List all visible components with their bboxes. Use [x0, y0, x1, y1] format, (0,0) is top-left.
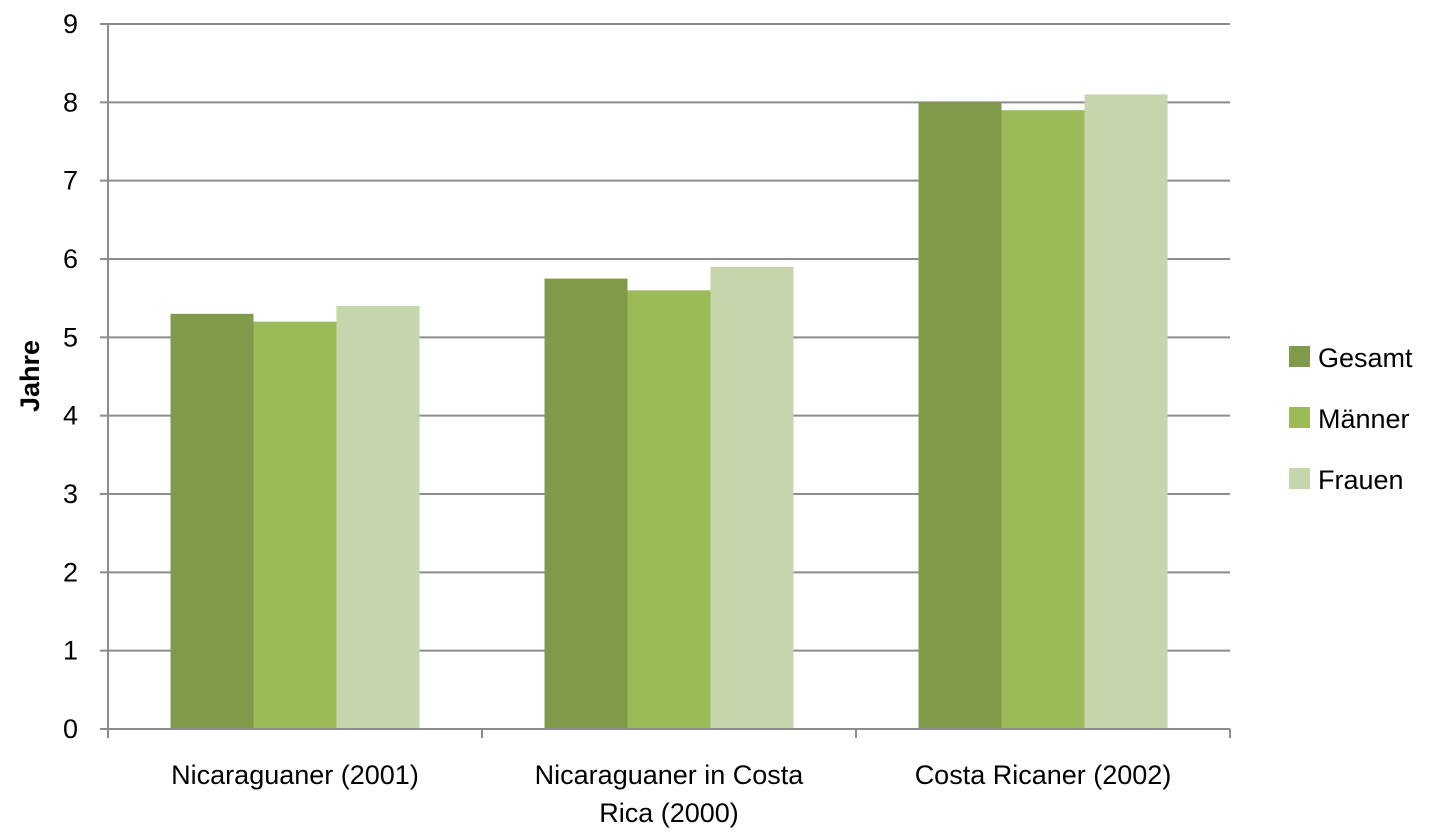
legend-swatch — [1289, 346, 1310, 367]
y-axis-label: Jahre — [15, 340, 45, 412]
y-tick-label: 4 — [63, 401, 78, 431]
y-tick-label: 8 — [63, 87, 78, 117]
y-tick-label: 1 — [63, 636, 78, 666]
x-tick-labels: Nicaraguaner (2001) Nicaraguaner in Costa… — [171, 760, 1171, 828]
legend-label: Gesamt — [1318, 343, 1413, 373]
y-tick-label: 0 — [63, 714, 78, 744]
y-tick-label: 2 — [63, 557, 78, 587]
legend-label: Frauen — [1318, 465, 1404, 495]
y-tick-label: 6 — [63, 244, 78, 274]
legend-swatch — [1289, 407, 1310, 428]
y-tick-label: 9 — [63, 9, 78, 39]
x-tick-label: Costa Ricaner (2002) — [915, 760, 1172, 790]
axes — [100, 23, 1231, 738]
y-tick-label: 3 — [63, 479, 78, 509]
x-tick-label: Nicaraguaner in Costa — [535, 760, 805, 790]
bar-m-nner-2 — [1001, 110, 1085, 729]
y-tick-labels: 0 1 2 3 4 5 6 7 8 9 — [63, 9, 78, 744]
bar-m-nner-0 — [253, 321, 337, 729]
y-tick-label: 5 — [63, 322, 78, 352]
bar-gesamt-0 — [170, 313, 254, 729]
bar-gesamt-2 — [918, 102, 1002, 730]
legend-label: Männer — [1318, 404, 1410, 434]
legend: Gesamt Männer Frauen — [1289, 343, 1413, 495]
legend-swatch — [1289, 468, 1310, 489]
bar-gesamt-1 — [544, 278, 628, 729]
bars — [170, 94, 1168, 730]
bar-frauen-0 — [336, 306, 420, 729]
y-tick-label: 7 — [63, 166, 78, 196]
x-tick-label: Rica (2000) — [599, 798, 739, 828]
x-tick-label: Nicaraguaner (2001) — [171, 760, 419, 790]
bar-m-nner-1 — [627, 290, 711, 729]
bar-frauen-2 — [1084, 94, 1168, 729]
bar-frauen-1 — [710, 266, 794, 729]
